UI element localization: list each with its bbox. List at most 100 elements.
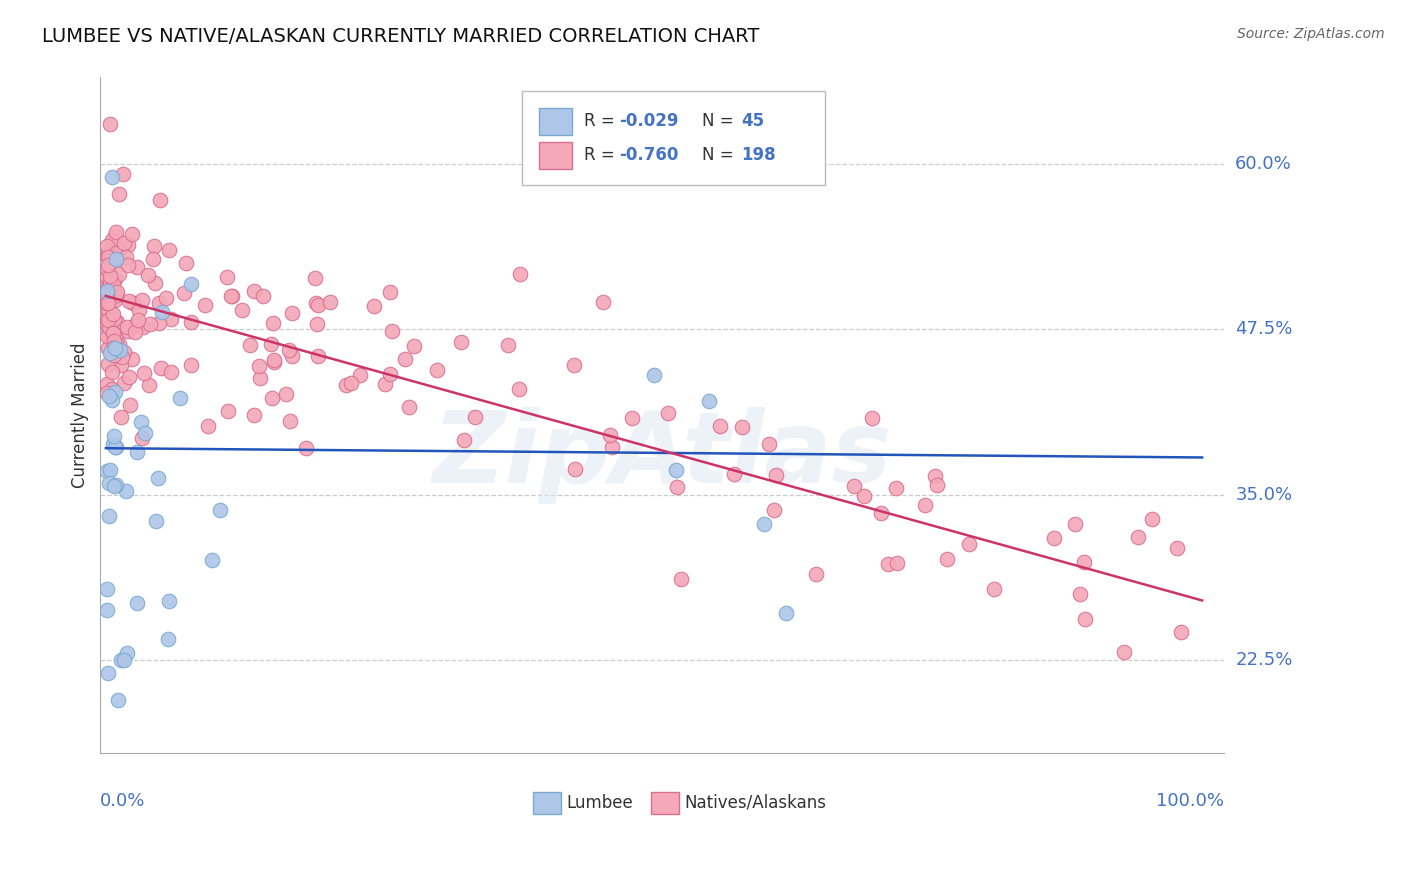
Point xyxy=(103,334,125,349)
Point xyxy=(100,366,122,380)
Point xyxy=(111,167,134,181)
Point xyxy=(1074,612,1097,626)
Point xyxy=(104,246,127,260)
Point xyxy=(112,344,135,359)
Point xyxy=(870,506,893,520)
Point xyxy=(860,411,883,425)
Point xyxy=(564,461,586,475)
Point xyxy=(1064,516,1087,531)
Point xyxy=(128,302,150,317)
Text: ZipAtlas: ZipAtlas xyxy=(433,407,891,504)
Point xyxy=(97,666,120,681)
Text: N =: N = xyxy=(702,112,738,130)
Point xyxy=(307,349,329,363)
Point xyxy=(110,358,132,372)
Point xyxy=(340,376,363,390)
Point xyxy=(620,411,643,425)
Text: Natives/Alaskans: Natives/Alaskans xyxy=(685,794,827,812)
Point xyxy=(208,503,231,517)
Point xyxy=(304,271,326,285)
Point xyxy=(96,386,118,401)
Point xyxy=(394,352,416,367)
Point xyxy=(277,343,299,357)
Point xyxy=(562,358,585,372)
Point xyxy=(97,250,120,264)
Text: Lumbee: Lumbee xyxy=(567,794,634,812)
Point xyxy=(643,368,665,382)
Point xyxy=(96,288,118,302)
Point xyxy=(120,398,142,412)
Point xyxy=(263,355,285,369)
Point xyxy=(97,302,120,317)
Point xyxy=(935,552,957,566)
Point xyxy=(758,437,780,451)
Text: -0.029: -0.029 xyxy=(620,112,679,130)
Point xyxy=(117,647,139,661)
Point xyxy=(111,350,134,364)
Point xyxy=(402,339,425,353)
Point xyxy=(105,315,128,329)
Y-axis label: Currently Married: Currently Married xyxy=(72,343,89,488)
Point xyxy=(98,317,121,331)
Point xyxy=(281,306,304,320)
Point xyxy=(118,294,141,309)
Point xyxy=(100,117,122,131)
Point xyxy=(853,489,876,503)
Point xyxy=(108,268,131,282)
Point xyxy=(1170,624,1192,639)
Point xyxy=(97,317,120,331)
Point xyxy=(98,330,121,344)
Point xyxy=(239,338,262,352)
Point xyxy=(108,251,131,265)
Point xyxy=(108,337,131,351)
Point xyxy=(96,249,118,263)
Point xyxy=(1073,554,1095,568)
Point xyxy=(97,244,120,258)
Point xyxy=(142,252,165,266)
FancyBboxPatch shape xyxy=(538,142,572,169)
Point xyxy=(127,260,149,274)
Point xyxy=(335,377,357,392)
Point xyxy=(600,440,623,454)
Point xyxy=(98,389,121,403)
Point xyxy=(101,169,124,184)
Point xyxy=(98,275,121,289)
Point xyxy=(100,250,122,264)
Point xyxy=(1140,512,1163,526)
Point xyxy=(349,368,371,383)
Point xyxy=(96,318,118,332)
Point xyxy=(124,318,146,333)
Point xyxy=(97,258,120,272)
Point xyxy=(731,420,754,434)
Point xyxy=(305,296,328,310)
Point xyxy=(104,441,127,455)
Point xyxy=(112,235,135,250)
Point xyxy=(657,406,679,420)
Point xyxy=(143,276,166,290)
Point xyxy=(157,594,180,608)
Point xyxy=(217,403,239,417)
Point xyxy=(114,483,136,498)
Point xyxy=(127,596,149,610)
Point xyxy=(260,391,283,405)
Point xyxy=(96,316,118,330)
Point xyxy=(295,441,318,455)
Point xyxy=(252,289,274,303)
Point xyxy=(101,382,124,396)
Point xyxy=(121,227,143,242)
Text: N =: N = xyxy=(702,146,738,164)
Point xyxy=(105,336,128,351)
Point xyxy=(96,269,118,284)
Point xyxy=(169,392,191,406)
Point xyxy=(103,437,125,451)
Point xyxy=(110,343,132,358)
Point xyxy=(249,370,271,384)
Point xyxy=(96,582,118,596)
Point xyxy=(983,582,1005,597)
Point xyxy=(876,557,898,571)
Point xyxy=(127,444,149,458)
Point xyxy=(1166,541,1188,555)
Point xyxy=(247,359,270,373)
Point xyxy=(96,329,118,343)
Point xyxy=(98,250,121,264)
